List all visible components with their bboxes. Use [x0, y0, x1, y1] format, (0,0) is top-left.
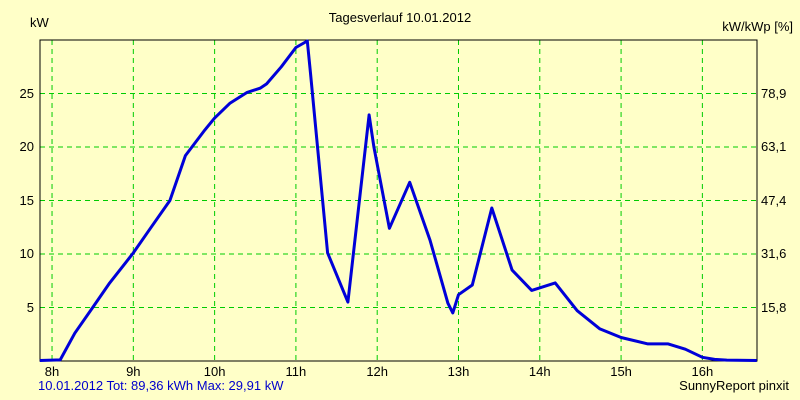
x-axis-tick-label: 8h — [44, 364, 60, 379]
chart-title: Tagesverlauf 10.01.2012 — [328, 10, 472, 25]
footer-credit-text: SunnyReport pinxit — [679, 378, 789, 393]
right-axis-tick-label: 47,4 — [761, 192, 787, 208]
plot-frame — [39, 39, 758, 362]
left-axis-tick-label: 20 — [19, 139, 34, 154]
x-axis-tick-label: 13h — [447, 364, 470, 379]
x-axis-tick-label: 15h — [610, 364, 632, 379]
x-axis-tick-label: 12h — [366, 364, 389, 379]
x-axis-tick-label: 9h — [126, 364, 141, 379]
left-axis-tick-label: 5 — [26, 299, 34, 315]
x-axis-tick-label: 16h — [691, 364, 714, 379]
left-axis-unit-label: kW — [30, 15, 49, 30]
right-axis-unit-label: kW/kWp [%] — [722, 19, 793, 34]
right-axis-tick-label: 31,6 — [761, 246, 787, 261]
right-axis-tick-label: 78,9 — [761, 85, 787, 101]
power-curve — [39, 39, 757, 362]
right-axis-tick-label: 15,8 — [761, 299, 787, 315]
left-axis-tick-label: 25 — [19, 85, 34, 101]
x-axis-tick-label: 14h — [528, 364, 551, 379]
right-axis-tick-label: 63,1 — [761, 139, 787, 154]
footer-summary-text: 10.01.2012 Tot: 89,36 kWh Max: 29,91 kW — [38, 378, 284, 393]
x-axis-tick-label: 11h — [285, 364, 307, 379]
left-axis-tick-label: 10 — [19, 246, 34, 261]
left-axis-tick-label: 15 — [19, 192, 34, 208]
x-axis-tick-label: 10h — [203, 364, 226, 379]
